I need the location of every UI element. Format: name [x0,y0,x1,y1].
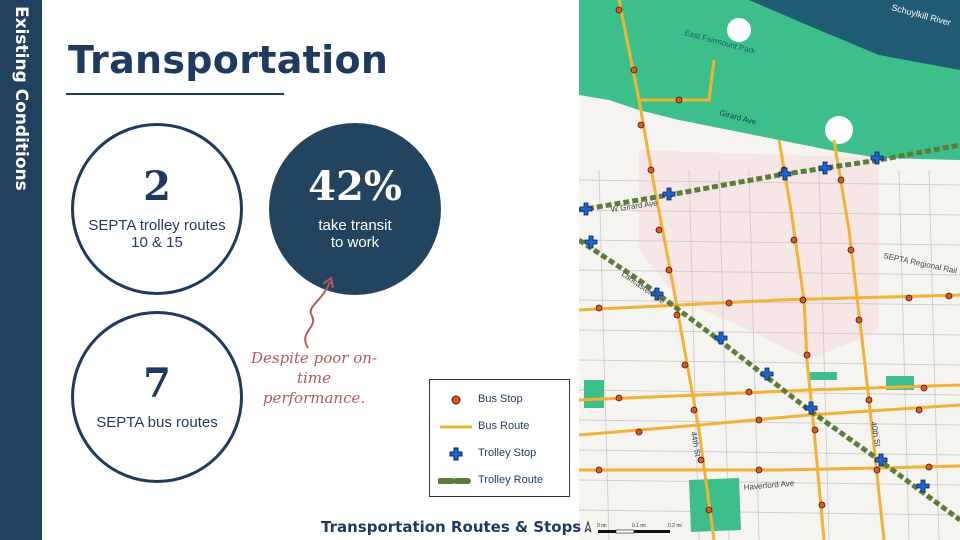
bus-stops [595,6,953,514]
legend-label-bus-stop: Bus Stop [478,393,523,405]
legend-label-bus-route: Bus Route [478,420,530,432]
park-clearing [825,116,853,144]
stat-circle-bus-routes: 7 SEPTA bus routes [71,311,243,483]
legend-label-trolley-route: Trolley Route [478,474,544,486]
stat-label-trolley-routes: SEPTA trolley routes 10 & 15 [88,217,226,251]
trolley-stops [579,151,930,493]
street-grid [579,169,960,540]
park-parcel [809,372,837,380]
stat-circle-transit-share: 42% take transit to work [269,123,441,295]
label-haverford: Haverford Ave [743,479,795,492]
map-canvas: Schuylkill River East Fairmount Park Gir… [579,0,960,540]
sidebar: Existing Conditions [0,0,42,540]
bus-stop-icon [451,395,461,405]
legend-row-bus-route: Bus Route [430,417,571,437]
legend-row-bus-stop: Bus Stop [430,390,571,410]
scale-label-start: 0 mi [597,523,606,529]
scale-segment [634,530,670,533]
scale-bar: 0 mi 0.1 mi 0.2 mi [584,520,682,534]
title-underline [66,93,284,95]
stat-circle-trolley-routes: 2 SEPTA trolley routes 10 & 15 [71,123,243,295]
stat-value-bus-routes: 7 [143,359,171,407]
annotation-note: Despite poor on-time performance. [250,349,378,407]
park-parcel [584,380,604,408]
trolley-stop-icon [449,447,463,461]
stat-value-trolley-routes: 2 [143,163,171,210]
annotation-arrow-icon [304,276,334,349]
park-clearing [727,18,751,42]
label-44th-st: 44th St [689,431,702,458]
scale-segment [598,530,616,533]
legend-label-trolley-stop: Trolley Stop [478,447,537,459]
page-title: Transportation [68,38,389,82]
map-caption: Transportation Routes & Stops [321,518,582,536]
park-parcel [689,478,741,532]
north-arrow-icon [584,520,592,533]
sidebar-label: Existing Conditions [11,6,31,191]
stat-label-transit-share: take transit to work [318,217,392,251]
schuylkill-river [749,0,960,70]
scale-label-mid: 0.1 mi [632,523,646,529]
stat-label-bus-routes: SEPTA bus routes [96,413,218,431]
transportation-map: Schuylkill River East Fairmount Park Gir… [579,0,960,540]
trolley-route-icon [438,478,474,484]
map-legend: Bus Stop Bus Route Trolley Stop Trolley … [429,379,570,497]
legend-row-trolley-stop: Trolley Stop [430,444,571,464]
legend-row-trolley-route: Trolley Route [430,471,571,491]
scale-label-end: 0.2 mi [668,523,682,529]
stat-value-transit-share: 42% [308,163,402,210]
label-40th-st: 40th St [869,421,882,448]
bus-route-icon [440,425,472,429]
scale-segment [615,529,635,534]
label-regional-rail: SEPTA Regional Rail [883,251,958,275]
highlight-area [639,150,879,360]
